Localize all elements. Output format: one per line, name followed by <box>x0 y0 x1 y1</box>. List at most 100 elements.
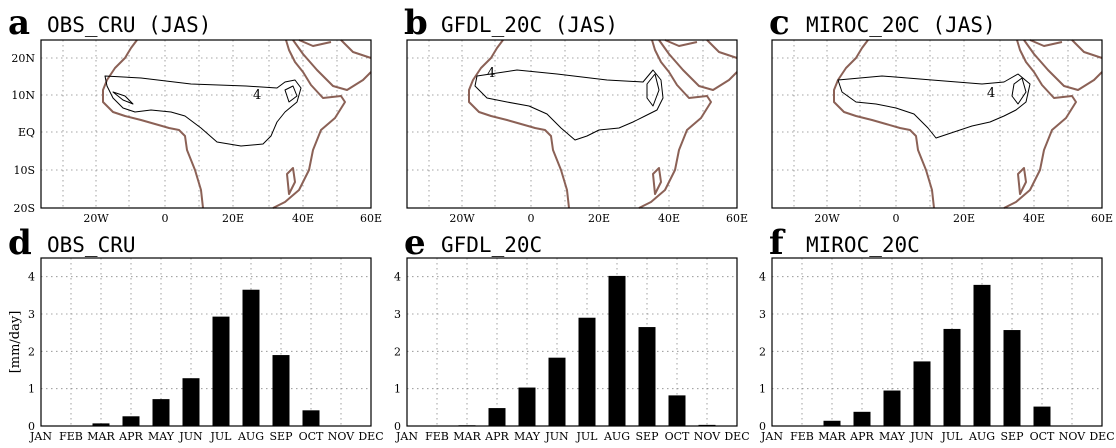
plot-frame <box>771 257 1103 427</box>
x-tick-label: JAN <box>395 430 418 443</box>
y-tick-20s: 20S <box>13 202 35 215</box>
madagascar-coastline <box>286 167 296 195</box>
bar-jun <box>913 361 931 426</box>
x-tick-20w: 20W <box>83 212 109 225</box>
bar-jun <box>182 378 200 426</box>
y-tick-label: 4 <box>394 271 401 284</box>
x-tick-label: APR <box>118 430 143 443</box>
map-x-ticks: 20W 0 20E 40E 60E <box>814 212 1113 225</box>
bar-may <box>152 399 170 426</box>
plot-frame <box>40 257 372 427</box>
y-axis-label: [mm/day] <box>8 311 23 374</box>
bar-may <box>518 387 536 426</box>
precip-contour-inner <box>646 73 660 107</box>
bar-jun <box>548 357 566 426</box>
bar-sep <box>272 355 290 426</box>
map-panel-c: c MIROC_20C (JAS) 4 20W 0 20E 40E 60E <box>769 3 1113 225</box>
contour-label: 4 <box>253 88 261 103</box>
bar-chart-panel-e: e GFDL_20C JAN FEB MAR APR MAY JUN JUL AUG SEP OCT N… <box>394 223 750 443</box>
europe-coastline <box>664 39 738 59</box>
bar-mar <box>823 420 841 426</box>
y-tick-label: 4 <box>759 271 766 284</box>
madagascar-coastline <box>652 167 662 195</box>
map-panel-b: b GFDL_20C (JAS) 4 20W 0 20E 40E 60E <box>404 3 748 225</box>
x-tick-40e: 40E <box>1023 212 1045 225</box>
x-tick-20w: 20W <box>449 212 475 225</box>
panel-letter-a: a <box>8 3 30 43</box>
africa-coastline <box>102 39 346 209</box>
x-tick-label: JUN <box>909 430 934 443</box>
x-tick-label: AUG <box>603 430 630 443</box>
x-tick-20w: 20W <box>814 212 840 225</box>
panel-letter-f: f <box>769 223 786 263</box>
x-tick-label: JAN <box>29 430 52 443</box>
bar-oct <box>302 410 320 426</box>
precip-contour <box>104 75 302 147</box>
x-tick-label: NOV <box>328 430 355 443</box>
bar-apr <box>853 411 871 426</box>
bar-apr <box>122 416 140 426</box>
panel-letter-e: e <box>404 223 426 263</box>
y-tick-label: 2 <box>759 345 766 358</box>
madagascar-coastline <box>1017 167 1027 195</box>
x-tick-label: JUL <box>576 430 599 443</box>
precip-contour <box>474 69 664 141</box>
map-x-ticks: 20W 0 20E 40E 60E <box>83 212 382 225</box>
x-tick-label: DEC <box>358 430 383 443</box>
europe-coastline <box>1029 39 1103 59</box>
x-tick-label: MAR <box>87 430 115 443</box>
x-tick-label: APR <box>849 430 874 443</box>
x-tick-label: MAY <box>514 430 541 443</box>
y-tick-label: 4 <box>28 271 35 284</box>
x-tick-label: FEB <box>425 430 449 443</box>
europe-coastline <box>298 39 372 59</box>
bar-sep <box>1003 330 1021 426</box>
contour-label: 4 <box>987 86 995 101</box>
y-tick-label: 1 <box>759 383 766 396</box>
panel-title-d: OBS_CRU <box>47 233 136 257</box>
y-tick-20n: 20N <box>11 52 35 65</box>
x-tick-label: SEP <box>1001 430 1025 443</box>
map-gridlines <box>772 40 1102 208</box>
x-tick-label: AUG <box>237 430 264 443</box>
x-tick-label: DEC <box>1089 430 1114 443</box>
panel-title-a: OBS_CRU (JAS) <box>47 13 211 37</box>
y-tick-label: 3 <box>759 308 766 321</box>
map-x-ticks: 20W 0 20E 40E 60E <box>449 212 748 225</box>
x-tick-60e: 60E <box>1091 212 1113 225</box>
x-tick-label: OCT <box>299 430 324 443</box>
map-gridlines <box>407 40 737 208</box>
x-tick-label: JUL <box>210 430 233 443</box>
x-tick-0: 0 <box>893 212 900 225</box>
bar-may <box>883 390 901 426</box>
x-tick-label: MAR <box>453 430 481 443</box>
arabia-coastline <box>292 39 372 91</box>
arabia-coastline <box>658 39 738 91</box>
y-tick-eq: EQ <box>18 126 35 139</box>
y-tick-label: 0 <box>394 420 401 433</box>
x-tick-0: 0 <box>162 212 169 225</box>
y-tick-label: 2 <box>28 345 35 358</box>
x-tick-label: JUN <box>178 430 203 443</box>
x-tick-40e: 40E <box>292 212 314 225</box>
arabia-coastline <box>1023 39 1103 91</box>
x-tick-label: OCT <box>665 430 690 443</box>
x-tick-20e: 20E <box>953 212 975 225</box>
precip-contour-inner <box>1011 77 1027 105</box>
x-tick-label: SEP <box>636 430 660 443</box>
bar-aug <box>973 284 991 426</box>
plot-frame <box>406 257 738 427</box>
y-tick-10s: 10S <box>13 164 35 177</box>
contour-label: 4 <box>487 66 495 81</box>
x-tick-40e: 40E <box>658 212 680 225</box>
x-tick-label: MAR <box>818 430 846 443</box>
x-tick-label: FEB <box>790 430 814 443</box>
panel-letter-d: d <box>8 223 32 263</box>
precip-contour-inner <box>112 91 134 105</box>
panel-title-c: MIROC_20C (JAS) <box>806 13 996 37</box>
x-tick-20e: 20E <box>588 212 610 225</box>
bar-oct <box>1033 406 1051 426</box>
x-tick-label: NOV <box>1059 430 1086 443</box>
